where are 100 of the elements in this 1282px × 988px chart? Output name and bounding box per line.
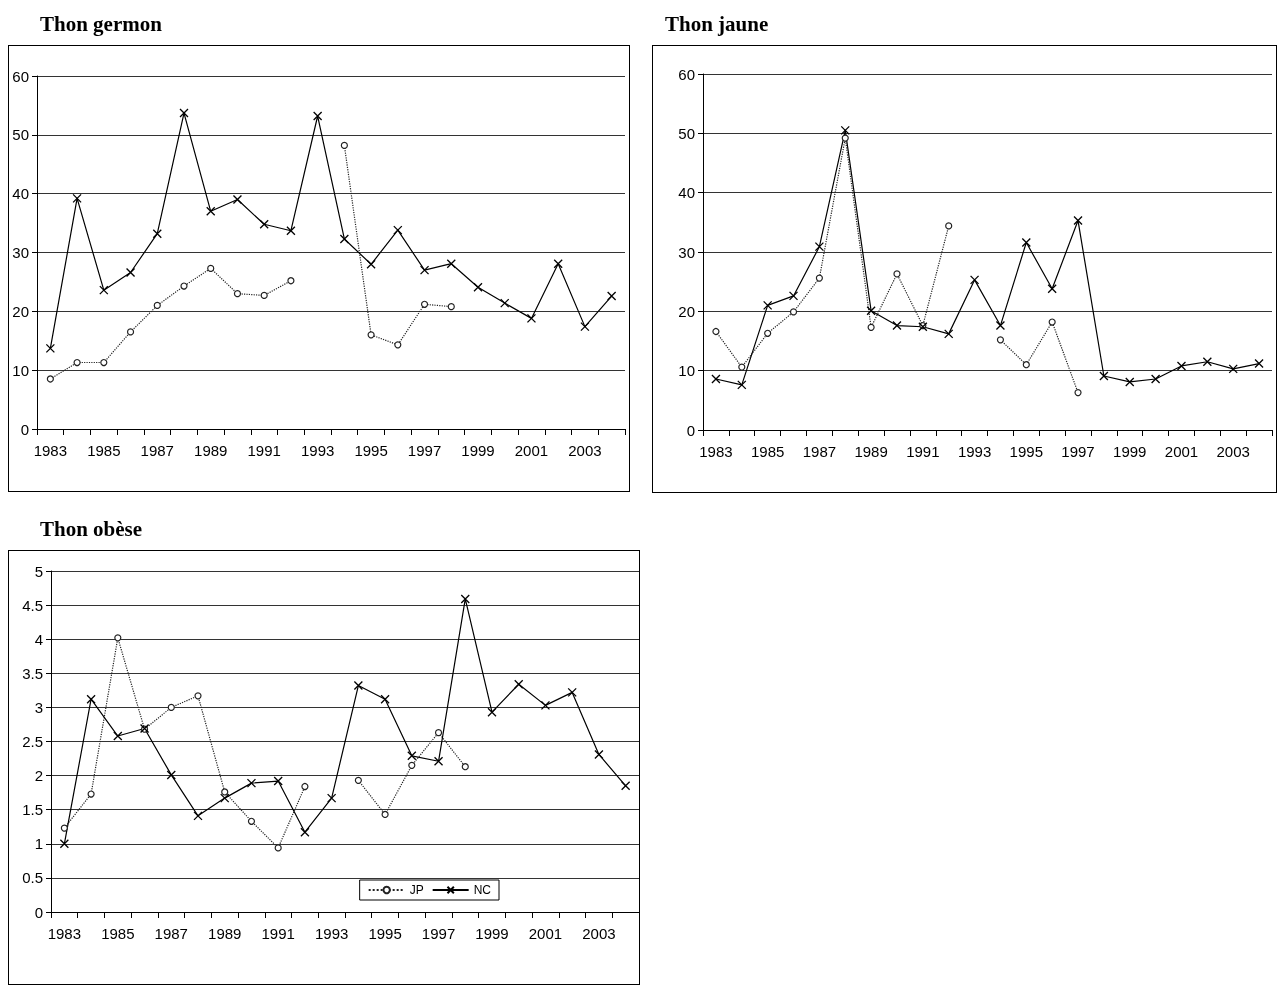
y-tick-label: 2 — [34, 767, 43, 785]
x-tick-label: 2001 — [514, 442, 549, 459]
point — [247, 817, 256, 825]
legend-label: NC — [473, 883, 492, 897]
point — [945, 222, 953, 230]
point — [260, 291, 268, 300]
point — [179, 108, 189, 118]
x-tick-label: 1987 — [154, 925, 188, 942]
point — [60, 824, 68, 832]
point — [87, 790, 95, 798]
point — [540, 700, 551, 710]
point — [286, 226, 296, 236]
x-tick-label: 1995 — [368, 925, 402, 942]
y-tick-label: 0 — [20, 420, 29, 438]
y-tick-label: 10 — [12, 361, 29, 379]
x-tick-label: 1989 — [194, 442, 228, 459]
point — [206, 206, 216, 216]
point — [152, 229, 162, 239]
point — [461, 763, 469, 771]
y-tick-label: 30 — [12, 244, 29, 261]
y-tick-label: 60 — [678, 65, 695, 83]
point — [763, 300, 773, 311]
point — [1048, 318, 1056, 326]
point — [72, 193, 82, 204]
point — [815, 274, 823, 282]
x-tick-label: 1983 — [47, 925, 82, 942]
point — [114, 634, 122, 642]
point — [381, 810, 389, 819]
point — [220, 793, 230, 803]
point — [180, 282, 188, 290]
point — [194, 692, 202, 700]
point — [1228, 364, 1238, 374]
x-tick-label: 1991 — [261, 925, 295, 942]
x-tick-label: 1997 — [1061, 443, 1095, 460]
point — [867, 323, 875, 331]
y-tick-label: 2.5 — [22, 733, 43, 750]
point — [393, 225, 403, 235]
point — [866, 306, 876, 316]
point — [606, 291, 617, 301]
point — [789, 308, 798, 316]
point — [420, 300, 429, 308]
x-tick-label: 1983 — [699, 443, 733, 460]
point — [233, 290, 242, 298]
point — [1176, 361, 1187, 371]
x-tick-label: 1991 — [906, 443, 940, 460]
x-tick-label: 1983 — [33, 442, 68, 459]
x-tick-label: 1993 — [300, 442, 335, 459]
point — [737, 380, 747, 390]
point — [447, 303, 455, 311]
point — [500, 298, 510, 308]
point — [514, 679, 524, 689]
point — [246, 778, 257, 788]
point — [167, 703, 175, 711]
point — [567, 687, 577, 698]
point — [473, 282, 483, 292]
point — [408, 761, 416, 769]
point — [892, 320, 902, 331]
point — [274, 844, 282, 852]
point — [166, 770, 176, 780]
legend-label: JP — [409, 883, 424, 897]
y-tick-label: 0.5 — [22, 869, 43, 887]
point — [434, 729, 443, 737]
y-tick-label: 20 — [678, 302, 695, 320]
x-tick-label: 1989 — [208, 925, 242, 942]
point — [366, 259, 376, 269]
point — [339, 234, 350, 244]
x-tick-label: 1985 — [101, 925, 135, 942]
y-tick-label: 50 — [678, 124, 695, 142]
y-tick-label: 30 — [678, 243, 695, 261]
x-tick-label: 1993 — [314, 925, 349, 942]
point — [580, 321, 590, 332]
x-tick-label: 1993 — [957, 443, 992, 460]
point — [59, 839, 70, 849]
point — [764, 329, 772, 337]
point — [193, 811, 203, 821]
y-tick-label: 1.5 — [22, 801, 43, 819]
point — [446, 259, 456, 269]
point — [380, 694, 390, 704]
point — [620, 781, 631, 791]
point — [407, 751, 417, 761]
point — [354, 776, 362, 784]
point — [125, 267, 136, 278]
point — [841, 134, 849, 142]
point — [301, 782, 309, 791]
x-tick-label: 1995 — [1009, 443, 1043, 460]
point — [394, 341, 402, 349]
y-tick-label: 60 — [12, 67, 29, 85]
x-tick-label: 1985 — [87, 442, 121, 459]
y-tick-label: 4.5 — [22, 596, 43, 614]
point — [594, 749, 604, 760]
x-tick-label: 1999 — [475, 925, 509, 942]
point — [1074, 389, 1082, 397]
x-tick-label: 1995 — [354, 442, 388, 459]
point — [100, 358, 108, 367]
point — [969, 275, 980, 285]
point — [232, 194, 243, 205]
point — [207, 264, 215, 272]
y-tick-label: 20 — [12, 302, 29, 320]
point — [996, 336, 1005, 344]
y-tick-label: 10 — [678, 362, 695, 380]
